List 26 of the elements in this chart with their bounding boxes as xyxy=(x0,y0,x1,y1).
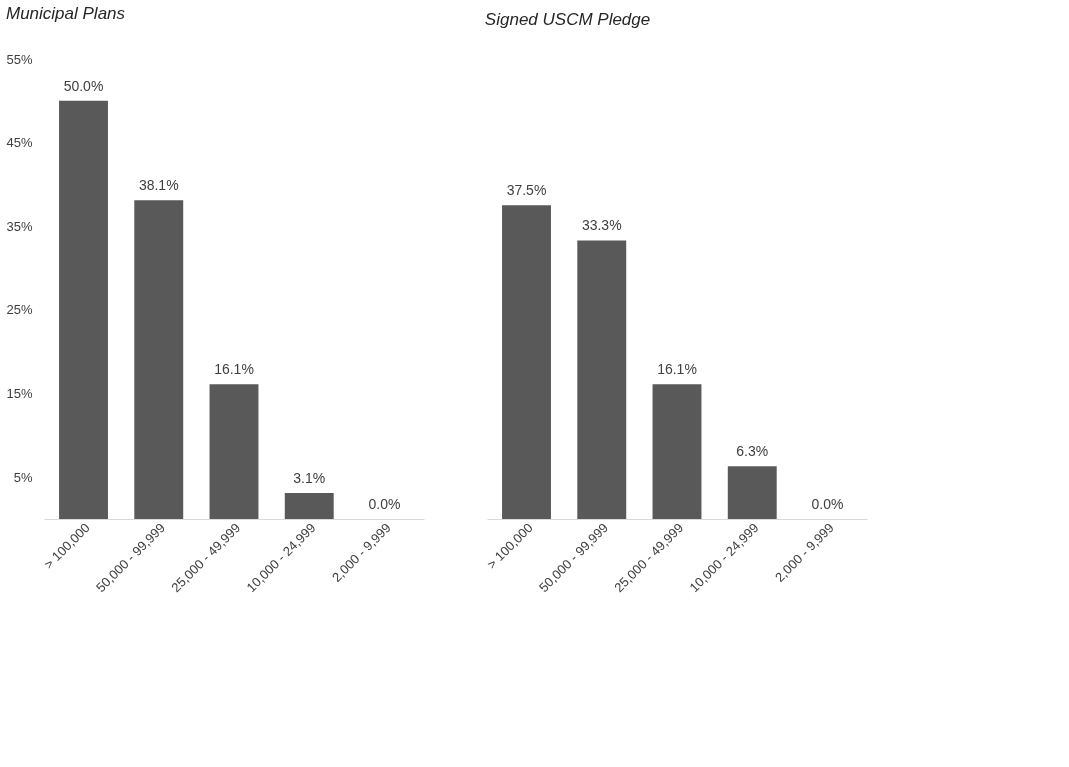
y-tick-label: 25% xyxy=(6,302,33,318)
bar xyxy=(59,100,108,519)
data-label: 16.1% xyxy=(657,361,697,378)
y-tick-label: 35% xyxy=(6,218,33,234)
bar xyxy=(284,493,334,519)
data-label: 50.0% xyxy=(63,77,104,94)
bar xyxy=(209,384,259,519)
bar xyxy=(727,466,777,519)
bar xyxy=(134,200,184,519)
data-label: 38.1% xyxy=(138,177,179,194)
bar xyxy=(577,240,627,519)
chart-title: Municipal Plans xyxy=(5,4,126,23)
data-label: 0.0% xyxy=(368,496,401,512)
bar xyxy=(652,384,702,519)
y-tick-label: 15% xyxy=(6,386,33,402)
data-label: 3.1% xyxy=(293,470,326,487)
y-tick-label: 5% xyxy=(13,469,33,485)
chart-title: Signed USCM Pledge xyxy=(484,10,651,29)
data-label: 0.0% xyxy=(811,496,844,512)
data-label: 37.5% xyxy=(506,182,547,199)
data-label: 16.1% xyxy=(214,361,254,378)
y-tick-label: 55% xyxy=(6,51,33,67)
bar xyxy=(502,205,551,519)
data-label: 33.3% xyxy=(581,217,622,234)
y-tick-label: 45% xyxy=(6,135,33,151)
data-label: 6.3% xyxy=(736,443,769,460)
